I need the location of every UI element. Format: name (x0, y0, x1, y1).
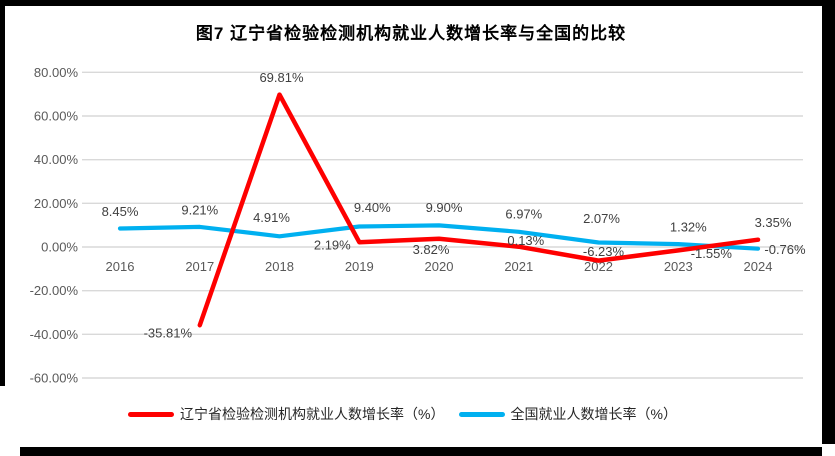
y-axis-tick-label: 80.00% (34, 65, 79, 80)
data-label: 9.21% (181, 202, 218, 217)
legend-label-liaoning: 辽宁省检验检测机构就业人数增长率（%） (180, 406, 445, 422)
data-label: 2.19% (314, 238, 351, 253)
window-border-right (822, 0, 835, 444)
window-border-top (0, 0, 835, 6)
window-border-bottom (20, 447, 822, 456)
data-label: 9.90% (426, 200, 463, 215)
data-label: -6.23% (583, 244, 625, 259)
data-label: -35.81% (144, 326, 193, 341)
data-label: 1.32% (670, 220, 707, 235)
series-line-national (117, 223, 761, 251)
y-axis-tick-label: 40.00% (34, 152, 79, 167)
y-axis-tick-label: -20.00% (30, 283, 79, 298)
y-axis-tick-label: 20.00% (34, 196, 79, 211)
data-label: 69.81% (259, 70, 304, 85)
x-axis-tick-label: 2024 (744, 259, 773, 274)
x-axis-tick-label: 2020 (425, 259, 454, 274)
data-label: 9.40% (354, 200, 391, 215)
series-line-liaoning (197, 92, 761, 328)
window-border-left (0, 0, 5, 386)
x-axis-tick-label: 2021 (504, 259, 533, 274)
legend-line-swatch-red (128, 411, 175, 417)
legend-item-national: 全国就业人数增长率（%） (458, 404, 677, 424)
y-axis-tick-label: 0.00% (41, 240, 78, 255)
x-axis-tick-label: 2018 (265, 259, 294, 274)
legend-line-swatch-blue (458, 411, 505, 417)
y-axis-tick-label: -40.00% (30, 327, 79, 342)
data-label: -1.55% (691, 246, 733, 261)
x-axis-tick-label: 2016 (106, 259, 135, 274)
data-label: 3.82% (413, 242, 450, 257)
chart-legend: 辽宁省检验检测机构就业人数增长率（%） 全国就业人数增长率（%） (0, 404, 805, 424)
data-label: 3.35% (755, 215, 792, 230)
legend-item-liaoning: 辽宁省检验检测机构就业人数增长率（%） (128, 404, 445, 424)
data-label: 6.97% (505, 206, 542, 221)
x-axis-tick-label: 2022 (584, 259, 613, 274)
data-label: 0.13% (507, 233, 544, 248)
data-label: 2.07% (583, 211, 620, 226)
legend-label-national: 全国就业人数增长率（%） (510, 406, 677, 422)
y-axis-tick-label: 60.00% (34, 109, 79, 124)
y-axis-tick-label: -60.00% (30, 371, 79, 386)
x-axis-tick-label: 2017 (185, 259, 214, 274)
chart-title: 图7 辽宁省检验检测机构就业人数增长率与全国的比较 (195, 24, 627, 43)
x-axis-tick-label: 2019 (345, 259, 374, 274)
data-label: -0.76% (764, 242, 806, 257)
data-label: 4.91% (253, 210, 290, 225)
data-label: 8.45% (102, 204, 139, 219)
x-axis-tick-label: 2023 (664, 259, 693, 274)
